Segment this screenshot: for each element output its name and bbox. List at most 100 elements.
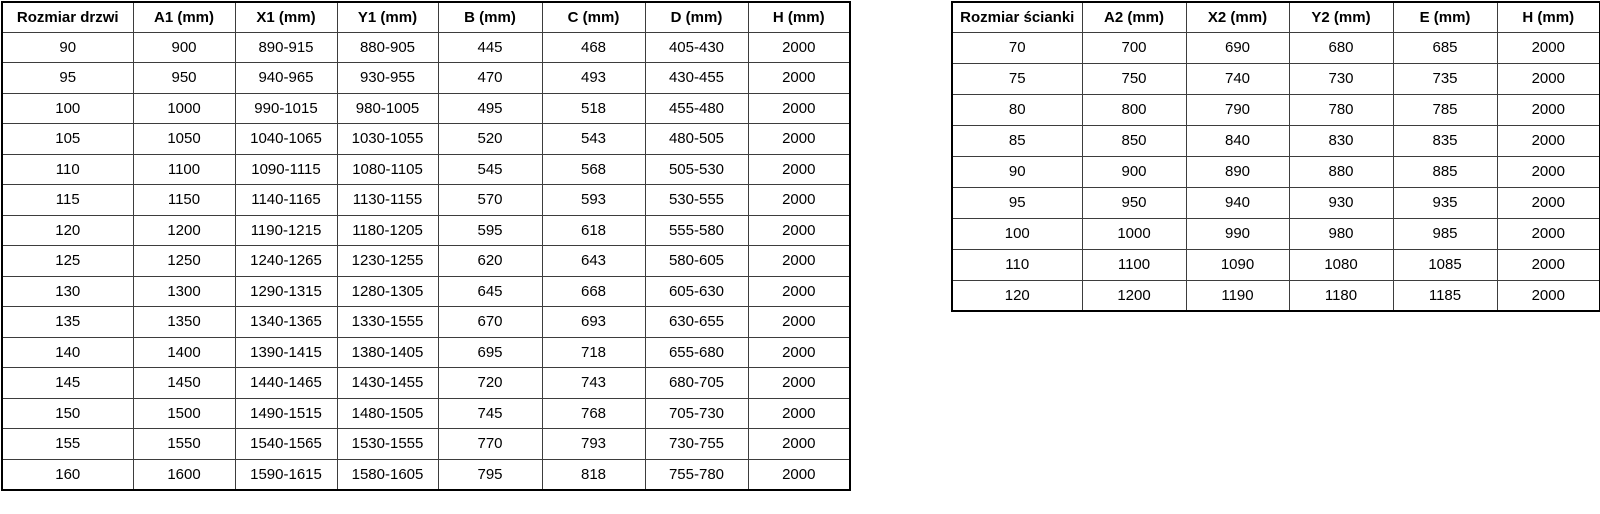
table-cell: 593 — [541, 184, 646, 216]
table-cell: 785 — [1392, 93, 1498, 126]
table-cell: 2000 — [1496, 155, 1600, 188]
table-cell: 1085 — [1392, 248, 1498, 281]
table-cell: 1100 — [1081, 248, 1187, 281]
table-cell: 835 — [1392, 124, 1498, 157]
table-cell: 2000 — [747, 336, 851, 368]
table-cell: 1240-1265 — [234, 245, 338, 277]
table-row: 160 1600 1590-1615 1580-1605 795 818 755-780 20… — [1, 458, 851, 490]
table-cell: 518 — [541, 92, 646, 124]
table-cell: 1590-1615 — [234, 458, 338, 490]
table-cell: 1380-1405 — [336, 336, 439, 368]
table-header-row: Rozmiar drzwi A1 (mm) X1 (mm) Y1 (mm) B (mm)… — [1, 1, 851, 33]
table-cell: 2000 — [747, 214, 851, 246]
table-cell: 1300 — [132, 275, 236, 307]
table-cell: 890-915 — [234, 31, 338, 63]
table-cell: 1280-1305 — [336, 275, 439, 307]
table-row: 70 700 690 680 685 2000 — [951, 31, 1600, 64]
table-cell: 790 — [1185, 93, 1290, 126]
table-cell: 430-455 — [644, 62, 749, 94]
table-cell: 1050 — [132, 123, 236, 155]
table-row: 100 1000 990-1015 980-1005 495 518 455-480 2000 — [1, 92, 851, 124]
table-cell: 110 — [1, 153, 134, 185]
table-cell: 2000 — [747, 31, 851, 63]
table-cell: 145 — [1, 367, 134, 399]
column-header: E (mm) — [1392, 1, 1498, 33]
table-cell: 2000 — [1496, 217, 1600, 250]
column-header: D (mm) — [644, 1, 749, 33]
table-cell: 480-505 — [644, 123, 749, 155]
table-cell: 568 — [541, 153, 646, 185]
table-cell: 1190 — [1185, 279, 1290, 312]
table-cell: 555-580 — [644, 214, 749, 246]
table-cell: 743 — [541, 367, 646, 399]
table-cell: 990 — [1185, 217, 1290, 250]
table-cell: 2000 — [747, 367, 851, 399]
table-cell: 110 — [951, 248, 1083, 281]
table-cell: 1140-1165 — [234, 184, 338, 216]
table-cell: 1230-1255 — [336, 245, 439, 277]
table-cell: 750 — [1081, 62, 1187, 95]
table-cell: 693 — [541, 306, 646, 338]
table-cell: 1190-1215 — [234, 214, 338, 246]
table-cell: 2000 — [1496, 124, 1600, 157]
table-row: 150 1500 1490-1515 1480-1505 745 768 705-730 20… — [1, 397, 851, 429]
table-cell: 718 — [541, 336, 646, 368]
table-row: 110 1100 1090-1115 1080-1105 545 568 505-530 20… — [1, 153, 851, 185]
table-cell: 885 — [1392, 155, 1498, 188]
table-cell: 768 — [541, 397, 646, 429]
table-cell: 1180 — [1288, 279, 1394, 312]
table-cell: 95 — [951, 186, 1083, 219]
table-cell: 620 — [437, 245, 543, 277]
table-cell: 2000 — [1496, 93, 1600, 126]
table-cell: 1100 — [132, 153, 236, 185]
table-cell: 840 — [1185, 124, 1290, 157]
table-cell: 1130-1155 — [336, 184, 439, 216]
table-cell: 1040-1065 — [234, 123, 338, 155]
table-cell: 470 — [437, 62, 543, 94]
column-header: Y2 (mm) — [1288, 1, 1394, 33]
table-cell: 705-730 — [644, 397, 749, 429]
table-cell: 780 — [1288, 93, 1394, 126]
table-cell: 1430-1455 — [336, 367, 439, 399]
table-cell: 570 — [437, 184, 543, 216]
table-cell: 1340-1365 — [234, 306, 338, 338]
table-cell: 980-1005 — [336, 92, 439, 124]
table-cell: 1080-1105 — [336, 153, 439, 185]
table-cell: 793 — [541, 428, 646, 460]
table-cell: 543 — [541, 123, 646, 155]
page-content: Rozmiar drzwi A1 (mm) X1 (mm) Y1 (mm) B (mm)… — [1, 1, 1600, 491]
door-dimensions-table: Rozmiar drzwi A1 (mm) X1 (mm) Y1 (mm) B (mm)… — [1, 1, 851, 491]
table-cell: 1250 — [132, 245, 236, 277]
table-cell: 1180-1205 — [336, 214, 439, 246]
table-cell: 655-680 — [644, 336, 749, 368]
table-row: 115 1150 1140-1165 1130-1155 570 593 530-555 20… — [1, 184, 851, 216]
table-cell: 730-755 — [644, 428, 749, 460]
table-cell: 1090-1115 — [234, 153, 338, 185]
table-cell: 880-905 — [336, 31, 439, 63]
table-cell: 1350 — [132, 306, 236, 338]
table-cell: 645 — [437, 275, 543, 307]
table-cell: 2000 — [1496, 62, 1600, 95]
table-cell: 985 — [1392, 217, 1498, 250]
table-cell: 735 — [1392, 62, 1498, 95]
table-cell: 1480-1505 — [336, 397, 439, 429]
table-cell: 643 — [541, 245, 646, 277]
table-cell: 2000 — [747, 397, 851, 429]
table-cell: 770 — [437, 428, 543, 460]
table-row: 120 1200 1190-1215 1180-1205 595 618 555-580 20… — [1, 214, 851, 246]
table-cell: 900 — [132, 31, 236, 63]
table-cell: 795 — [437, 458, 543, 490]
table-cell: 545 — [437, 153, 543, 185]
table-cell: 950 — [132, 62, 236, 94]
table-cell: 1550 — [132, 428, 236, 460]
table-cell: 493 — [541, 62, 646, 94]
table-cell: 95 — [1, 62, 134, 94]
table-row: 75 750 740 730 735 2000 — [951, 62, 1600, 95]
table-row: 135 1350 1340-1365 1330-1555 670 693 630-655 20… — [1, 306, 851, 338]
table-header-row: Rozmiar ścianki A2 (mm) X2 (mm) Y2 (mm) E (m… — [951, 1, 1600, 33]
table-cell: 890 — [1185, 155, 1290, 188]
table-cell: 700 — [1081, 31, 1187, 64]
table-cell: 930-955 — [336, 62, 439, 94]
table-cell: 2000 — [747, 62, 851, 94]
table-cell: 605-630 — [644, 275, 749, 307]
